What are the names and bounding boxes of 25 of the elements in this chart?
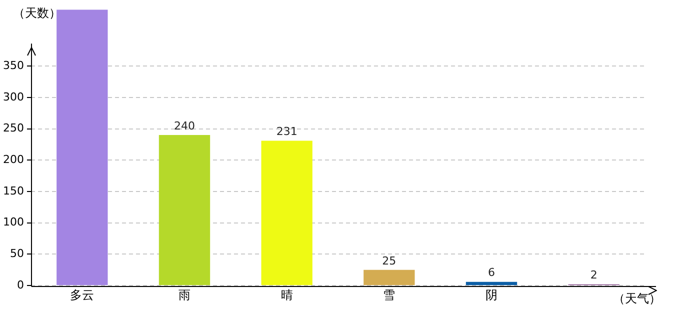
y-tick-label: 150 [2, 184, 24, 198]
y-tick-label: 50 [10, 247, 24, 260]
data-label: 25 [382, 254, 396, 268]
data-label: 2 [590, 268, 598, 282]
x-tick-label: 多云 [70, 288, 94, 302]
x-tick-label: 雨 [178, 288, 190, 302]
bar [158, 135, 210, 286]
data-label: 240 [174, 119, 195, 132]
y-tick-label: 350 [2, 58, 24, 72]
y-tick-label: 300 [2, 90, 24, 104]
y-tick-label: 100 [2, 216, 24, 229]
bar [56, 10, 108, 286]
y-axis-title: （天数） [13, 6, 61, 20]
x-tick-label: 阴 [486, 288, 498, 302]
x-tick-label: 雪 [383, 288, 396, 302]
y-tick-label: 200 [2, 153, 24, 166]
x-axis-title: （天气） [613, 292, 661, 306]
y-tick-label: 0 [16, 278, 24, 292]
data-label: 231 [276, 125, 298, 138]
data-label: 6 [488, 266, 495, 280]
x-tick-label: 晴 [280, 288, 293, 302]
y-tick-label: 250 [2, 122, 24, 135]
bar [261, 140, 312, 286]
bar [364, 270, 415, 286]
bar [466, 282, 518, 286]
